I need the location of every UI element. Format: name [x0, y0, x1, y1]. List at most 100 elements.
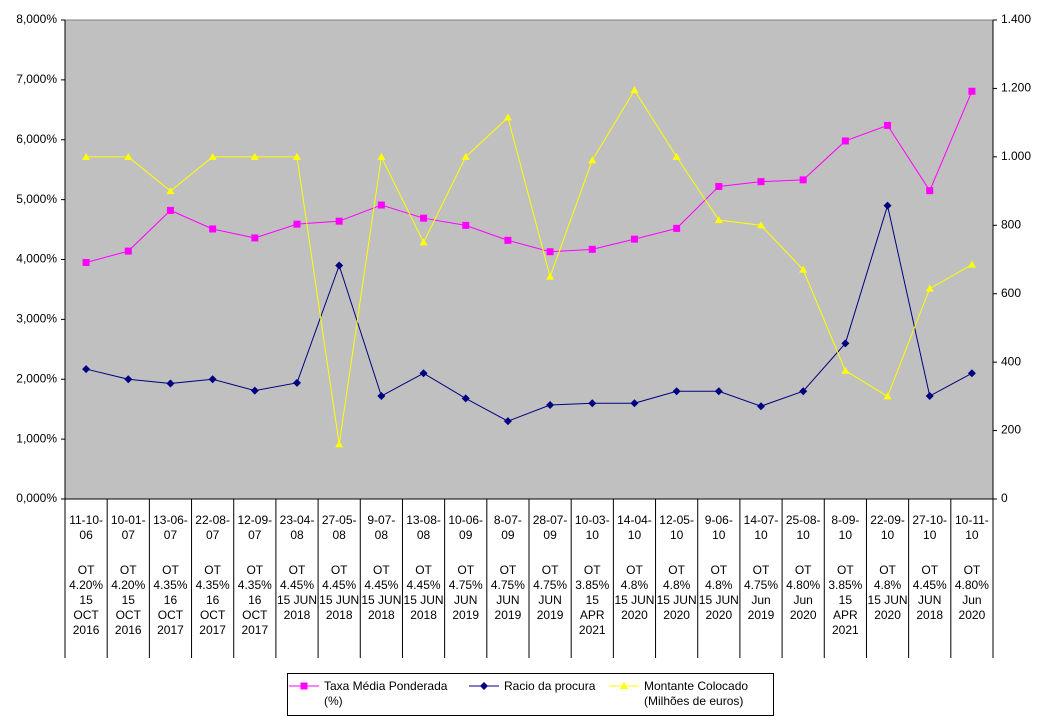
category-detail: OT 4.45% 15 JUN 2018	[361, 563, 402, 622]
category-detail: OT 4.35% 16 OCT 2017	[153, 563, 188, 637]
marker	[673, 224, 681, 232]
marker	[841, 137, 849, 145]
category-detail: OT 4.80% Jun 2020	[786, 563, 821, 622]
tick-label: 7,000%	[16, 72, 57, 86]
category-detail: OT 4.35% 16 OCT 2017	[195, 563, 230, 637]
category-label: 9-06-10	[704, 513, 733, 542]
category-detail: OT 4.45% JUN 2018	[912, 563, 947, 622]
marker	[630, 235, 638, 243]
category-detail: OT 4.8% 15 JUN 2020	[656, 563, 697, 622]
marker	[799, 265, 808, 273]
marker	[630, 399, 639, 408]
category-label: 10-06-09	[448, 513, 484, 542]
category-label: 27-05-08	[321, 513, 357, 542]
category-label: 8-09-10	[831, 513, 860, 542]
tick-label: 1.000	[1001, 149, 1031, 163]
marker	[757, 178, 765, 186]
marker	[672, 387, 681, 396]
marker	[588, 399, 597, 408]
category-label: 14-04-10	[617, 513, 652, 542]
marker	[883, 392, 892, 400]
marker	[588, 245, 596, 253]
marker	[588, 156, 597, 164]
series-line	[86, 89, 973, 445]
legend-label: Taxa Média Ponderada (%)	[324, 679, 448, 708]
category-label: 13-08-08	[406, 513, 441, 542]
tick-label: 6,000%	[16, 132, 57, 146]
marker	[166, 187, 175, 195]
marker	[82, 365, 91, 374]
marker	[714, 387, 723, 396]
marker	[166, 379, 175, 388]
legend-item: Montante Colocado (Milhões de euros)	[609, 679, 769, 709]
tick-label: 3,000%	[16, 312, 57, 326]
marker	[883, 201, 892, 210]
legend-label: Montante Colocado (Milhões de euros)	[644, 679, 749, 708]
category-label: 10-11-10	[955, 513, 989, 542]
series-line	[85, 91, 973, 263]
marker	[208, 152, 217, 160]
marker	[968, 87, 976, 95]
legend-item: Racio da procura	[469, 679, 614, 694]
marker	[250, 152, 259, 160]
category-label: 28-07-09	[532, 513, 568, 542]
tick-label: 1.400	[1001, 12, 1031, 26]
marker	[461, 394, 470, 403]
marker	[799, 387, 808, 396]
category-detail: OT 3.85% 15 APR 2021	[575, 563, 610, 637]
marker	[335, 261, 344, 270]
category-detail: OT 4.8% 15 JUN 2020	[867, 563, 908, 622]
marker	[293, 378, 301, 387]
marker	[884, 121, 892, 129]
category-detail: OT 4.75% JUN 2019	[533, 563, 568, 622]
category-detail: OT 4.8% 15 JUN 2020	[614, 563, 655, 622]
category-detail: OT 4.20% 15 OCT 2016	[111, 563, 146, 637]
marker	[124, 247, 132, 255]
tick-label: 800	[1001, 217, 1021, 231]
tick-label: 0,000%	[16, 491, 57, 505]
category-detail: OT 4.75% JUN 2019	[448, 563, 483, 622]
marker	[672, 152, 681, 160]
legend-swatch	[289, 682, 319, 690]
category-label: 14-07-10	[743, 513, 779, 542]
tick-label: 400	[1001, 354, 1021, 368]
marker	[504, 236, 512, 244]
marker	[377, 152, 386, 160]
marker	[293, 220, 301, 228]
category-label: 22-09-10	[870, 513, 905, 542]
category-label: 10-01-07	[110, 513, 146, 542]
tick-label: 2,000%	[16, 371, 57, 385]
marker	[420, 214, 428, 222]
category-label: 25-08-10	[785, 513, 821, 542]
category-label: 9-07-08	[367, 513, 396, 542]
marker	[166, 206, 174, 214]
marker	[757, 221, 765, 229]
category-label: 23-04-08	[279, 513, 315, 542]
category-label: 11-10-06	[69, 513, 103, 542]
legend-item: Taxa Média Ponderada (%)	[289, 679, 469, 709]
category-detail: OT 4.45% 15 JUN 2018	[276, 563, 317, 622]
category-detail: OT 4.35% 16 OCT 2017	[237, 563, 272, 637]
marker	[503, 113, 512, 121]
marker	[124, 152, 133, 160]
marker	[250, 386, 259, 395]
marker	[209, 225, 217, 233]
category-detail: OT 4.45% 15 JUN 2018	[319, 563, 360, 622]
marker	[503, 417, 512, 426]
category-detail: OT 4.80% Jun 2020	[954, 563, 989, 622]
marker	[208, 375, 217, 384]
marker	[377, 392, 386, 401]
marker	[799, 176, 807, 184]
marker	[251, 234, 259, 242]
marker	[462, 221, 470, 229]
marker	[480, 682, 488, 690]
legend: Taxa Média Ponderada (%) Racio da procura…	[287, 673, 774, 716]
marker	[967, 260, 976, 268]
tick-label: 8,000%	[16, 12, 57, 26]
category-label: 12-09-07	[237, 513, 273, 542]
tick-label: 600	[1001, 286, 1021, 300]
plot-area	[64, 19, 994, 500]
tick-label: 4,000%	[16, 252, 57, 266]
category-label: 22-08-07	[195, 513, 230, 542]
